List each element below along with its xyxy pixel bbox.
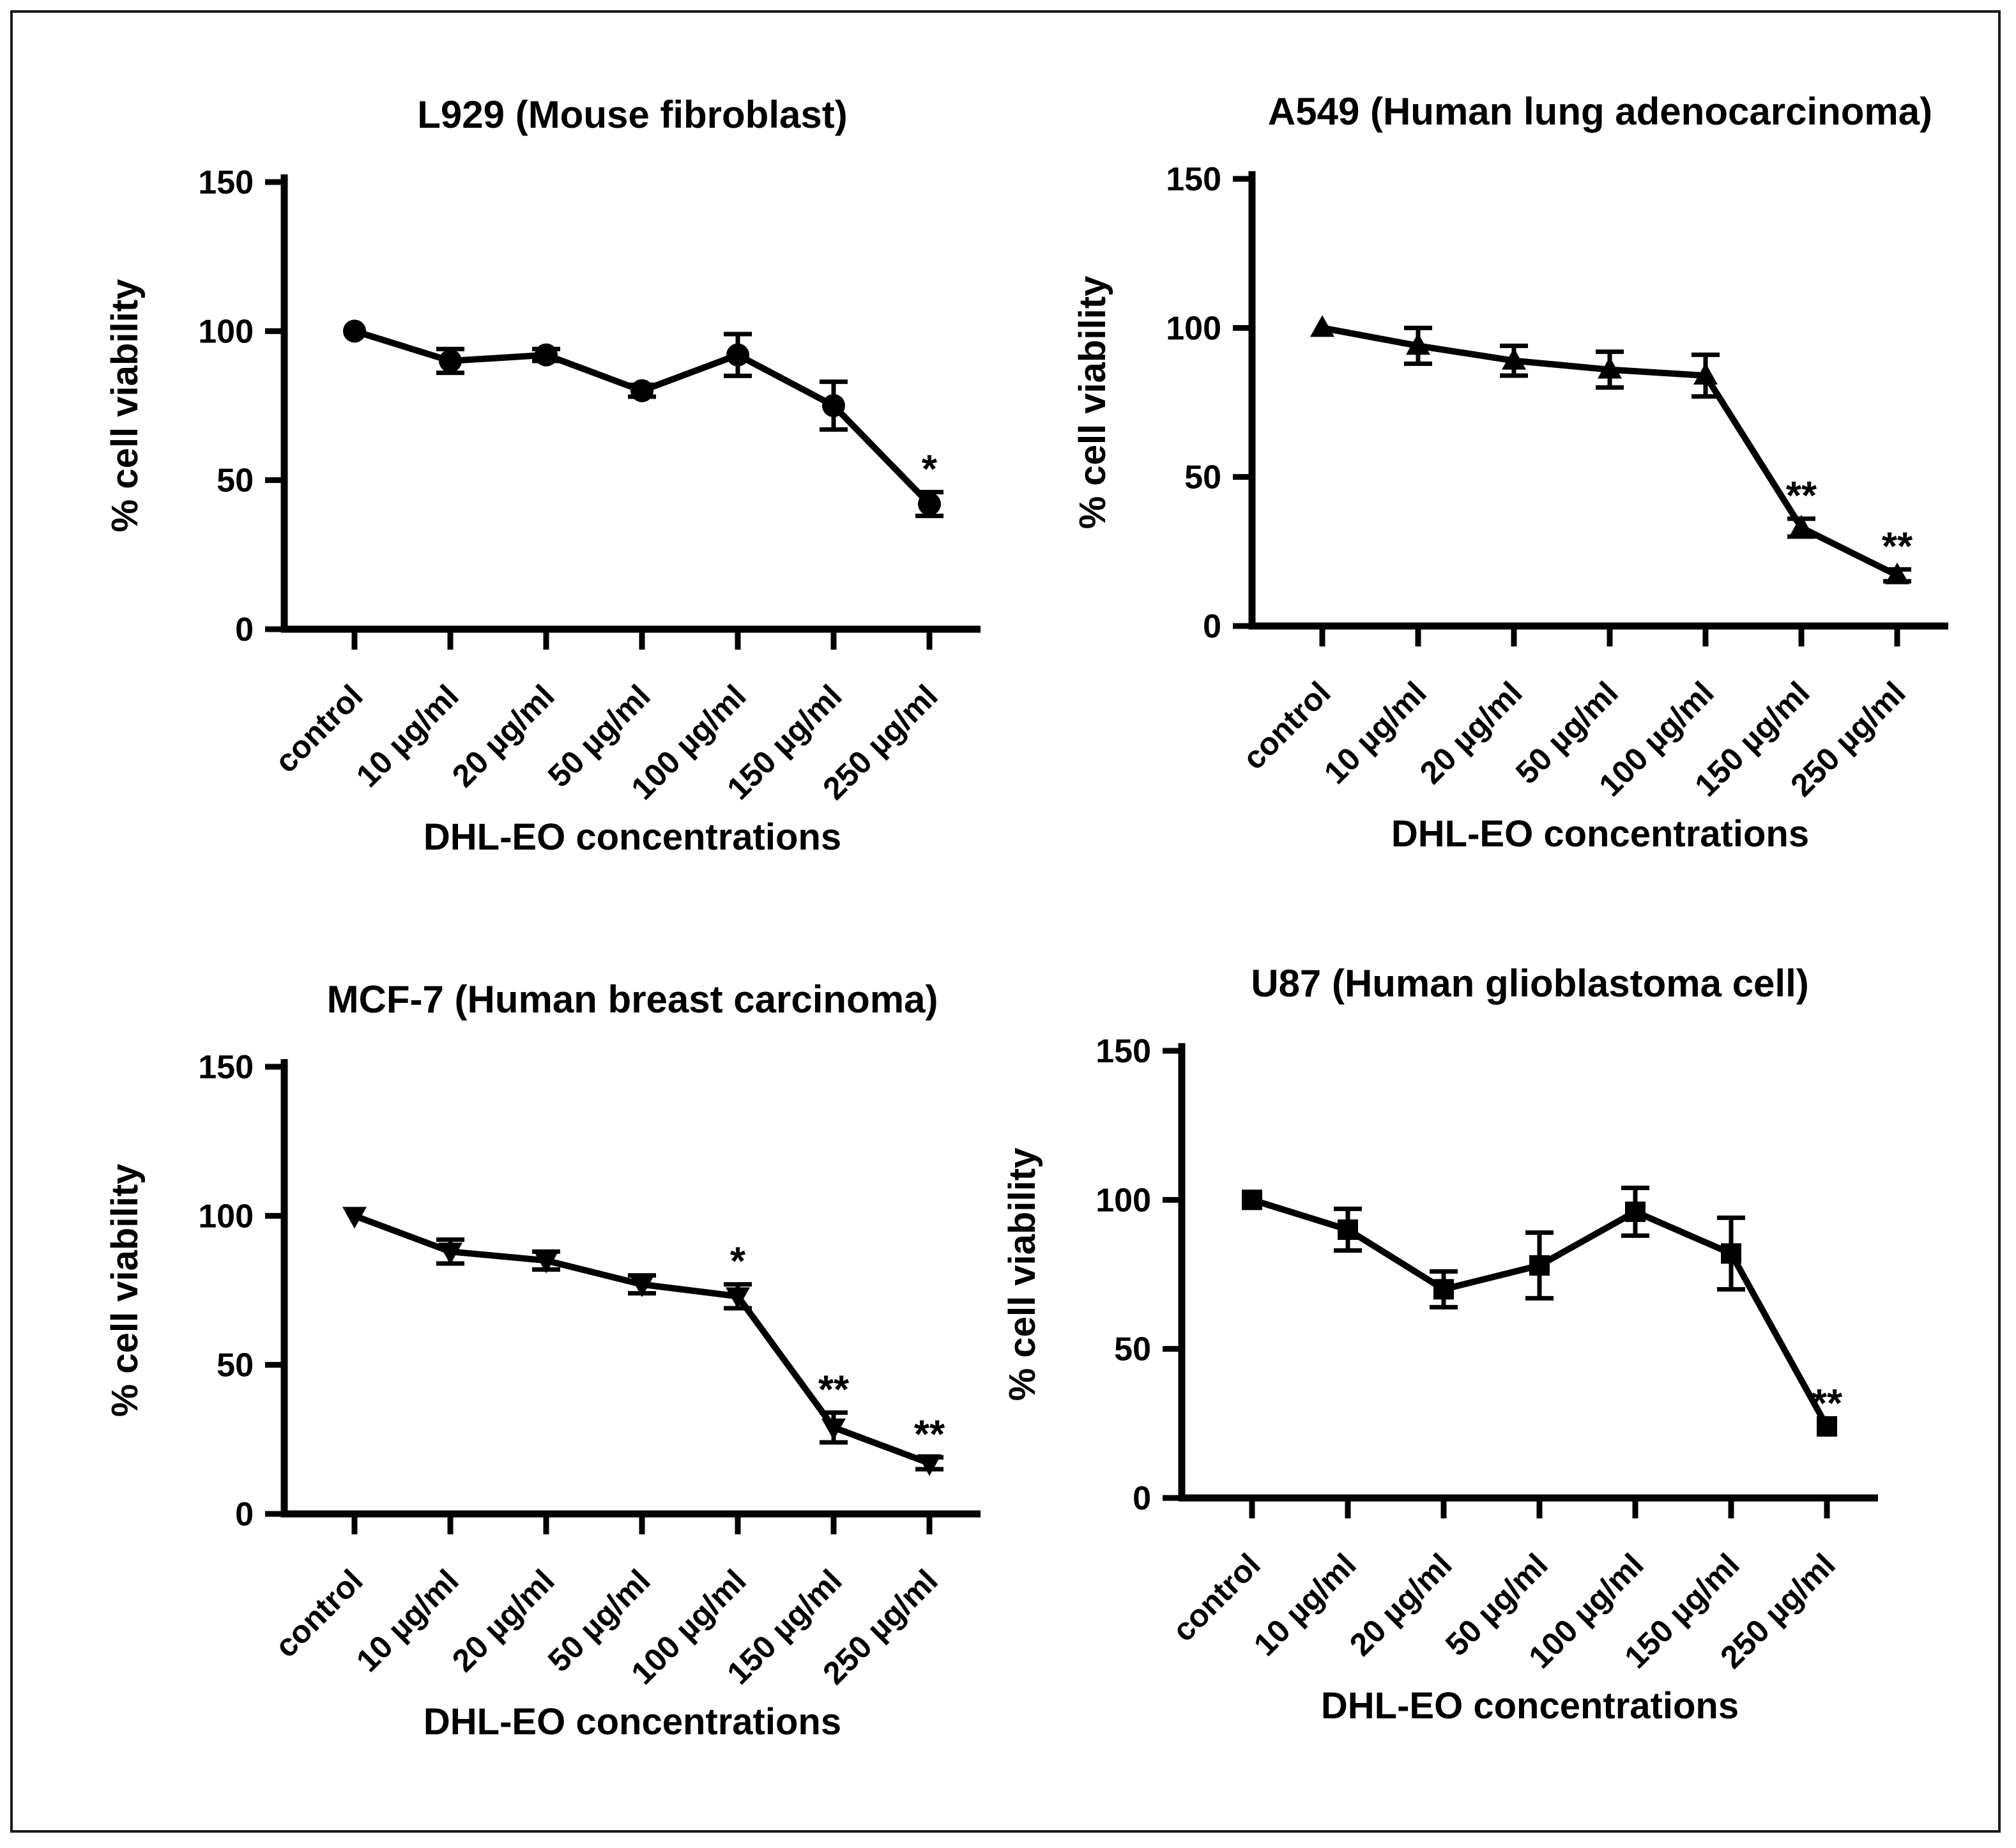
x-tick-label: 20 µg/ml: [1413, 675, 1529, 791]
significance-label: **: [1812, 1382, 1843, 1426]
x-tick-label: 10 µg/ml: [349, 1562, 466, 1679]
y-tick-label: 50: [217, 462, 254, 500]
y-tick-label: 0: [1133, 1480, 1151, 1517]
significance-label: *: [730, 1240, 746, 1284]
y-tick-label: 0: [1203, 608, 1221, 645]
data-point-marker: [917, 1454, 942, 1476]
data-point-marker: [343, 319, 366, 343]
chart-panel-mcf7: MCF-7 (Human breast carcinoma) 0 50 100 150 c…: [73, 958, 1019, 1769]
data-point-marker: [1789, 515, 1814, 537]
data-point-marker: [1721, 1243, 1741, 1264]
data-point-marker: [1817, 1416, 1837, 1437]
y-tick-label: 150: [198, 1049, 254, 1086]
data-point-marker: [1502, 347, 1526, 370]
data-point-marker: [1885, 562, 1909, 584]
y-tick-label: 100: [1166, 310, 1221, 347]
data-point-marker: [821, 1418, 846, 1440]
y-tick-label: 100: [198, 1198, 254, 1235]
data-point-marker: [534, 1251, 558, 1274]
y-tick-label: 50: [217, 1347, 254, 1384]
data-point-marker: [342, 1207, 367, 1229]
data-point-marker: [438, 1242, 462, 1265]
x-tick-label: 20 µg/ml: [1343, 1546, 1459, 1663]
x-axis-title: DHL-EO concentrations: [1391, 813, 1809, 855]
chart-svg: L929 (Mouse fibroblast)050100150control1…: [104, 93, 981, 858]
data-point-marker: [918, 493, 941, 515]
data-point-marker: [1310, 315, 1334, 337]
chart-title: L929 (Mouse fibroblast): [417, 93, 847, 136]
x-tick-label: 10 µg/ml: [1317, 675, 1433, 791]
x-tick-label: 10 µg/ml: [1247, 1546, 1363, 1663]
data-point-marker: [630, 379, 653, 402]
data-point-marker: [1242, 1189, 1262, 1210]
significance-label: **: [1786, 474, 1817, 518]
y-axis-title: % cell viability: [104, 1164, 146, 1417]
x-tick-label: 10 µg/ml: [349, 678, 466, 794]
chart-title: MCF-7 (Human breast carcinoma): [327, 978, 938, 1021]
significance-label: **: [818, 1368, 850, 1412]
data-point-marker: [822, 394, 845, 417]
data-point-marker: [726, 1287, 750, 1310]
y-tick-label: 100: [198, 313, 254, 350]
data-point-marker: [1406, 333, 1430, 355]
y-tick-label: 50: [1114, 1331, 1151, 1368]
chart-panel-u87: U87 (Human glioblastoma cell) 0 50 100 150 co…: [971, 942, 1916, 1753]
chart-svg: U87 (Human glioblastoma cell)050100150co…: [1002, 962, 1878, 1727]
x-axis-title: DHL-EO concentrations: [424, 1701, 841, 1743]
chart-panel-a549: A549 (Human lung adenocarcinoma) 0 50 100 15…: [1041, 70, 1987, 882]
data-point-marker: [1338, 1219, 1358, 1240]
y-tick-label: 150: [1096, 1033, 1151, 1070]
data-point-marker: [1529, 1255, 1550, 1276]
chart-svg: A549 (Human lung adenocarcinoma) 0 50 100 15…: [1072, 90, 1948, 855]
y-axis-title: % cell viability: [1072, 276, 1113, 530]
x-axis-title: DHL-EO concentrations: [424, 816, 841, 858]
data-point-marker: [535, 343, 558, 367]
chart-panel-l929: L929 (Mouse fibroblast) 0 50 100 150 control 1…: [73, 73, 1019, 885]
chart-title: U87 (Human glioblastoma cell): [1251, 962, 1809, 1005]
series-line: [353, 1212, 931, 1467]
significance-label: **: [914, 1412, 945, 1456]
data-point-marker: [726, 343, 749, 367]
y-axis-title: % cell viability: [1002, 1148, 1043, 1401]
significance-label: *: [922, 447, 938, 491]
x-tick-label: 20 µg/ml: [445, 1562, 561, 1679]
chart-title: A549 (Human lung adenocarcinoma): [1268, 90, 1932, 133]
y-tick-label: 150: [198, 164, 254, 201]
y-tick-label: 0: [235, 1496, 254, 1533]
y-tick-label: 150: [1166, 161, 1221, 198]
x-tick-label: 20 µg/ml: [445, 678, 561, 794]
data-point-marker: [630, 1275, 654, 1297]
y-tick-label: 0: [235, 611, 254, 648]
data-point-marker: [1625, 1202, 1646, 1222]
chart-svg: MCF-7 (Human breast carcinoma)050100150c…: [104, 978, 981, 1743]
data-point-marker: [1598, 356, 1622, 379]
data-point-marker: [1433, 1279, 1454, 1300]
y-axis-title: % cell viability: [104, 279, 146, 533]
y-tick-label: 50: [1184, 459, 1221, 496]
data-point-marker: [1693, 363, 1718, 385]
significance-label: **: [1882, 524, 1913, 569]
figure-border: [10, 10, 2001, 1833]
data-point-marker: [439, 349, 462, 372]
x-axis-title: DHL-EO concentrations: [1321, 1685, 1739, 1727]
y-tick-label: 100: [1096, 1182, 1151, 1219]
